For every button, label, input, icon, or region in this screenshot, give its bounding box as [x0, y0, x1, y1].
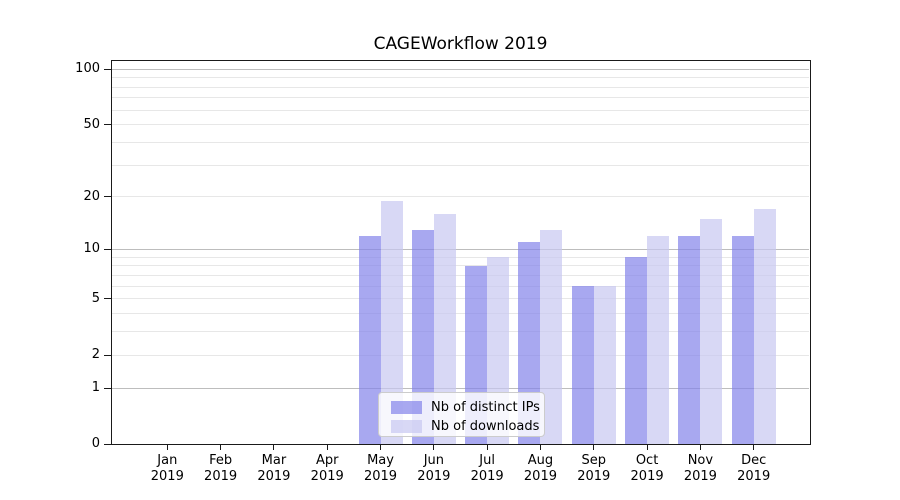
bar-distinct-ips-may-2019: [358, 235, 381, 444]
bar-downloads-aug-2019: [540, 229, 563, 444]
x-tick-label-apr-2019: Apr 2019: [310, 453, 344, 484]
x-tick-apr-2019: [326, 445, 328, 450]
y-tick-label-20: 20: [83, 188, 100, 204]
y-gridline-minor-6: [112, 285, 809, 287]
y-gridline-minor-9: [112, 256, 809, 258]
x-tick-sep-2019: [593, 445, 595, 450]
x-tick-label-aug-2019: Aug 2019: [523, 453, 557, 484]
x-tick-label-mar-2019: Mar 2019: [257, 453, 291, 484]
legend: Nb of distinct IPs Nb of downloads: [378, 392, 545, 437]
legend-swatch-nb-of-distinct-ips: [391, 400, 422, 414]
y-tick-5: [104, 298, 111, 300]
bar-downloads-nov-2019: [700, 218, 723, 444]
bar-distinct-ips-sep-2019: [571, 286, 594, 444]
y-tick-100: [104, 68, 111, 70]
y-gridline-minor-90: [112, 77, 809, 79]
y-tick-10: [104, 248, 111, 250]
y-tick-2: [104, 354, 111, 356]
y-tick-label-2: 2: [91, 347, 100, 363]
y-tick-20: [104, 196, 111, 198]
x-tick-label-may-2019: May 2019: [363, 453, 398, 484]
bar-distinct-ips-dec-2019: [731, 235, 754, 444]
x-tick-nov-2019: [699, 445, 701, 450]
y-tick-1: [104, 387, 111, 389]
y-tick-label-50: 50: [83, 116, 100, 132]
y-tick-0: [104, 443, 111, 445]
y-gridline-5: [112, 298, 809, 300]
y-gridline-2: [112, 354, 809, 356]
x-tick-label-jul-2019: Jul 2019: [470, 453, 504, 484]
y-gridline-minor-4: [112, 313, 809, 315]
bar-downloads-oct-2019: [647, 235, 670, 444]
x-tick-label-feb-2019: Feb 2019: [204, 453, 238, 484]
x-tick-aug-2019: [539, 445, 541, 450]
bar-downloads-sep-2019: [593, 286, 616, 444]
x-tick-label-sep-2019: Sep 2019: [577, 453, 611, 484]
x-tick-label-jan-2019: Jan 2019: [150, 453, 184, 484]
bar-distinct-ips-jun-2019: [411, 229, 434, 444]
y-tick-label-0: 0: [91, 436, 100, 451]
y-gridline-100: [112, 68, 809, 70]
legend-item-nb-of-distinct-ips: Nb of distinct IPs: [391, 398, 544, 416]
y-gridline-50: [112, 124, 809, 126]
legend-label-nb-of-distinct-ips: Nb of distinct IPs: [431, 399, 540, 415]
x-tick-jul-2019: [486, 445, 488, 450]
x-tick-label-jun-2019: Jun 2019: [417, 453, 451, 484]
x-tick-may-2019: [380, 445, 382, 450]
x-tick-label-oct-2019: Oct 2019: [630, 453, 664, 484]
x-tick-dec-2019: [753, 445, 755, 450]
y-gridline-1: [112, 387, 809, 389]
y-tick-label-10: 10: [83, 241, 100, 257]
y-tick-label-5: 5: [91, 290, 100, 306]
bar-distinct-ips-nov-2019: [678, 235, 701, 444]
chart-title: CAGEWorkflow 2019: [373, 34, 548, 54]
x-tick-jun-2019: [433, 445, 435, 450]
x-tick-mar-2019: [273, 445, 275, 450]
y-gridline-minor-8: [112, 265, 809, 267]
x-tick-oct-2019: [646, 445, 648, 450]
y-gridline-minor-60: [112, 109, 809, 111]
x-tick-label-nov-2019: Nov 2019: [683, 453, 717, 484]
legend-item-nb-of-downloads: Nb of downloads: [391, 417, 544, 435]
y-gridline-minor-80: [112, 86, 809, 88]
bar-distinct-ips-oct-2019: [625, 257, 648, 444]
bar-downloads-may-2019: [380, 200, 403, 444]
y-gridline-20: [112, 196, 809, 198]
y-tick-label-1: 1: [91, 380, 100, 396]
x-tick-jan-2019: [166, 445, 168, 450]
y-tick-50: [104, 124, 111, 126]
legend-label-nb-of-downloads: Nb of downloads: [431, 418, 540, 434]
y-gridline-minor-30: [112, 164, 809, 166]
legend-swatch-nb-of-downloads: [391, 419, 422, 433]
x-tick-feb-2019: [220, 445, 222, 450]
y-gridline-10: [112, 248, 809, 250]
y-gridline-minor-70: [112, 97, 809, 99]
y-gridline-minor-40: [112, 141, 809, 143]
bar-downloads-dec-2019: [753, 209, 776, 444]
bar-downloads-jun-2019: [433, 214, 456, 444]
y-gridline-minor-3: [112, 331, 809, 333]
x-tick-label-dec-2019: Dec 2019: [737, 453, 771, 484]
y-tick-label-100: 100: [75, 61, 100, 77]
plot-area: [111, 60, 811, 445]
y-gridline-minor-7: [112, 274, 809, 276]
